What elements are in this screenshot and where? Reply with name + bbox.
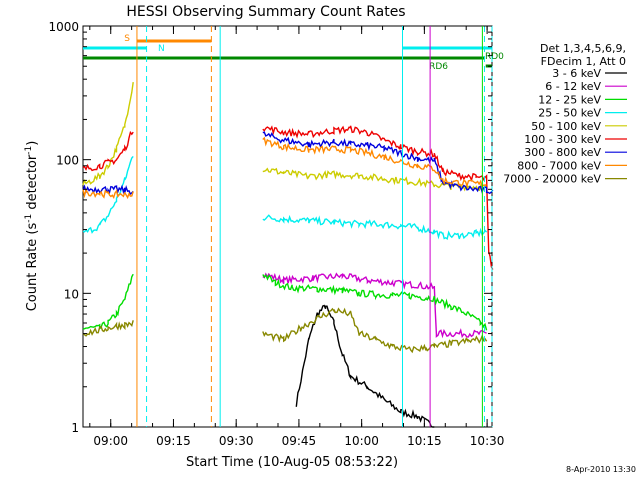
footer-date: 8-Apr-2010 13:30 (566, 465, 636, 474)
markers-layer: S N RD0 RD6 (83, 26, 504, 427)
legend-label-1: 6 - 12 keV (545, 80, 601, 93)
y-tick-label-3: 1000 (48, 20, 79, 34)
legend-label-0: 3 - 6 keV (552, 67, 601, 80)
plot-frame (82, 25, 493, 428)
chart-title: HESSI Observing Summary Count Rates (126, 4, 405, 20)
series-line-5-0 (82, 130, 134, 172)
series-line-6-0 (82, 184, 134, 196)
x-tick-label-1: 09:15 (156, 434, 191, 448)
legend-label-3: 25 - 50 keV (538, 107, 601, 120)
series-line-4-0 (82, 82, 134, 186)
y-tick-label-0: 1 (71, 421, 79, 435)
legend-label-7: 800 - 7000 keV (517, 159, 601, 172)
series-line-0-0 (295, 304, 435, 428)
y-axis-label: Count Rate (s-1 detector-1) (24, 141, 40, 312)
marker-label-4: RD6 (429, 62, 448, 72)
series-line-6-1 (262, 131, 494, 195)
x-tick-label-3: 09:45 (282, 434, 317, 448)
marker-label-3: RD0 (485, 52, 504, 62)
series-line-8-1 (262, 307, 488, 354)
x-tick-label-6: 10:30 (470, 434, 505, 448)
legend: Det 1,3,4,5,6,9,FDecim 1, Att 03 - 6 keV… (503, 42, 627, 186)
legend-header-0: Det 1,3,4,5,6,9, (540, 42, 626, 55)
series-line-2-2 (433, 296, 488, 331)
marker-label-1: N (158, 44, 165, 54)
x-tick-label-5: 10:15 (407, 434, 442, 448)
y-tick-label-2: 100 (56, 154, 79, 168)
x-tick-label-2: 09:30 (219, 434, 254, 448)
legend-header-1: FDecim 1, Att 0 (541, 55, 626, 68)
series-line-3-1 (262, 214, 488, 240)
x-tick-label-0: 09:00 (93, 434, 128, 448)
legend-label-4: 50 - 100 keV (531, 120, 601, 133)
series-line-2-1 (262, 274, 435, 303)
marker-label-0: S (124, 34, 130, 44)
legend-label-2: 12 - 25 keV (538, 93, 601, 106)
legend-label-8: 7000 - 20000 keV (503, 173, 601, 186)
legend-label-5: 100 - 300 keV (524, 133, 601, 146)
series-line-7-1 (262, 136, 487, 188)
axes-layer: 1 10 100 1000 09:00 09:15 09:30 09:45 10:00 10:15… (48, 20, 504, 448)
series-line-8-0 (82, 320, 134, 337)
y-tick-label-1: 10 (64, 287, 79, 301)
series-layer (82, 82, 494, 428)
series-line-2-0 (82, 273, 134, 331)
legend-label-6: 300 - 800 keV (524, 146, 601, 159)
series-line-3-0 (82, 155, 134, 234)
series-line-7-0 (82, 188, 134, 200)
series-line-1-0 (262, 272, 487, 339)
x-axis-label: Start Time (10-Aug-05 08:53:22) (186, 455, 398, 470)
x-tick-label-4: 10:00 (344, 434, 379, 448)
series-line-5-1 (262, 125, 494, 270)
